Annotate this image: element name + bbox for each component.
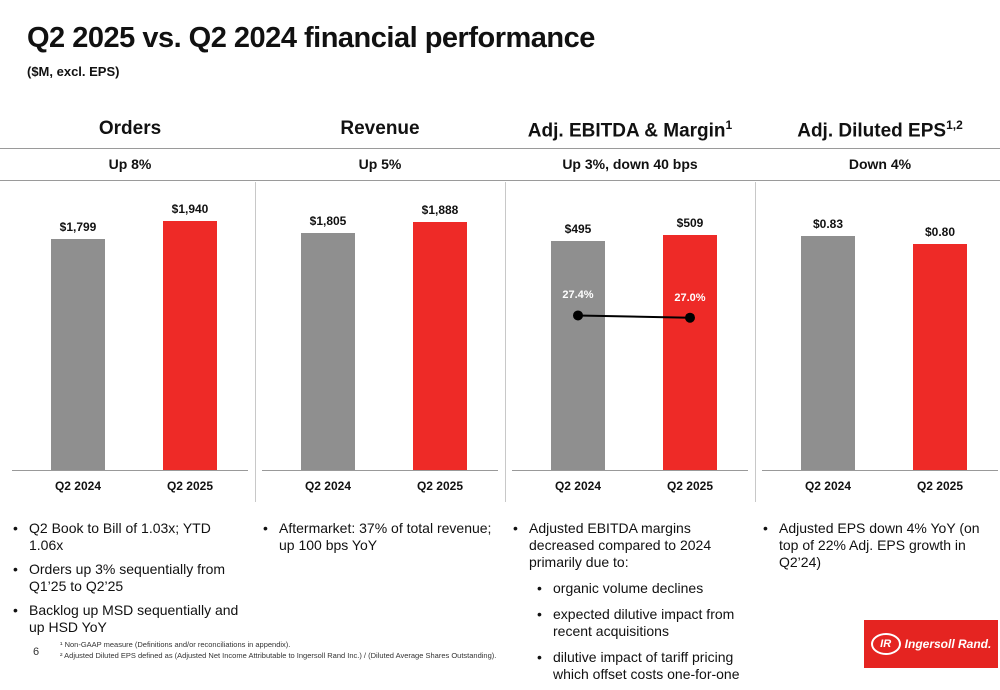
bar-value-label: $1,940: [171, 202, 209, 217]
footnote-ref: 1: [725, 118, 733, 132]
category-label: Q2 2024: [304, 479, 352, 493]
page-number: 6: [33, 646, 40, 658]
header-divider: [0, 148, 1000, 149]
bar-value-label: $1,805: [309, 214, 347, 229]
category-label: Q2 2024: [804, 479, 852, 493]
chart-title: Orders: [10, 118, 250, 140]
chart-title: Revenue: [260, 118, 500, 140]
chart-bar: [913, 244, 967, 470]
margin-value-label: 27.0%: [674, 291, 706, 304]
chart-change-summary: Up 3%, down 40 bps: [562, 156, 698, 172]
chart-title-text: Adj. EBITDA & Margin: [527, 120, 726, 142]
bullet-item: Aftermarket: 37% of total revenue; up 10…: [263, 520, 495, 554]
chart-bar: [663, 234, 717, 470]
chart-bar: [163, 221, 217, 470]
bar-value-label: $1,888: [421, 203, 459, 218]
bar-value-label: $509: [676, 215, 704, 230]
panel-divider: [505, 182, 506, 502]
bullet-item: expected dilutive impact from recent acq…: [537, 606, 745, 640]
logo-text: Ingersoll Rand.: [904, 637, 992, 651]
chart-title-text: Revenue: [340, 118, 420, 139]
page-title: Q2 2025 vs. Q2 2024 financial performanc…: [27, 22, 595, 54]
chart-change-summary: Up 5%: [358, 156, 402, 172]
category-label: Q2 2025: [416, 479, 464, 493]
chart-title: Adj. EBITDA & Margin1: [510, 118, 750, 142]
chart-bar: [801, 235, 855, 470]
chart-change-summary: Up 8%: [108, 156, 152, 172]
category-label: Q2 2025: [666, 479, 714, 493]
chart-bar: [301, 233, 355, 470]
chart-title-text: Orders: [98, 118, 162, 139]
bullet-item: organic volume declines: [537, 580, 745, 597]
bar-value-label: $495: [564, 222, 592, 237]
panel-bullets: Adjusted EPS down 4% YoY (on top of 22% …: [763, 520, 995, 578]
ingersoll-rand-logo: IR Ingersoll Rand.: [864, 620, 998, 668]
category-label: Q2 2024: [554, 479, 602, 493]
chart-baseline: [12, 470, 248, 471]
category-label: Q2 2025: [166, 479, 214, 493]
panel-bullets: Q2 Book to Bill of 1.03x; YTD 1.06x Order…: [13, 520, 245, 643]
category-label: Q2 2024: [54, 479, 102, 493]
chart-title: Adj. Diluted EPS1,2: [760, 118, 1000, 142]
ir-logo-mark: IR: [870, 633, 901, 655]
chart-title-text: Adj. Diluted EPS: [797, 120, 947, 142]
chart-baseline: [512, 470, 748, 471]
bar-value-label: $1,799: [59, 220, 97, 235]
change-divider: [0, 180, 1000, 181]
chart-change-summary: Down 4%: [848, 156, 912, 172]
bullet-item: Backlog up MSD sequentially and up HSD Y…: [13, 602, 245, 636]
margin-value-label: 27.4%: [562, 289, 594, 302]
bullet-item: Orders up 3% sequentially from Q1’25 to …: [13, 561, 245, 595]
footnote-1: ¹ Non-GAAP measure (Definitions and/or r…: [60, 640, 291, 649]
page-subtitle: ($M, excl. EPS): [27, 64, 120, 79]
footnote-2: ² Adjusted Diluted EPS defined as (Adjus…: [60, 651, 497, 660]
bar-value-label: $0.83: [812, 216, 844, 231]
bullet-item: Adjusted EPS down 4% YoY (on top of 22% …: [763, 520, 995, 571]
panel-bullets: Adjusted EBITDA margins decreased compar…: [513, 520, 745, 690]
panel-divider: [755, 182, 756, 502]
chart-bar: [51, 239, 105, 470]
category-label: Q2 2025: [916, 479, 964, 493]
panel-divider: [255, 182, 256, 502]
footnote-ref: 1,2: [946, 118, 963, 132]
bullet-item: dilutive impact of tariff pricing which …: [537, 649, 745, 683]
bar-value-label: $0.80: [924, 225, 956, 240]
chart-bar: [413, 222, 467, 470]
bullet-item: Adjusted EBITDA margins decreased compar…: [513, 520, 745, 571]
chart-baseline: [762, 470, 998, 471]
chart-baseline: [262, 470, 498, 471]
bullet-item: Q2 Book to Bill of 1.03x; YTD 1.06x: [13, 520, 245, 554]
chart-bar: [551, 241, 605, 470]
panel-bullets: Aftermarket: 37% of total revenue; up 10…: [263, 520, 495, 561]
